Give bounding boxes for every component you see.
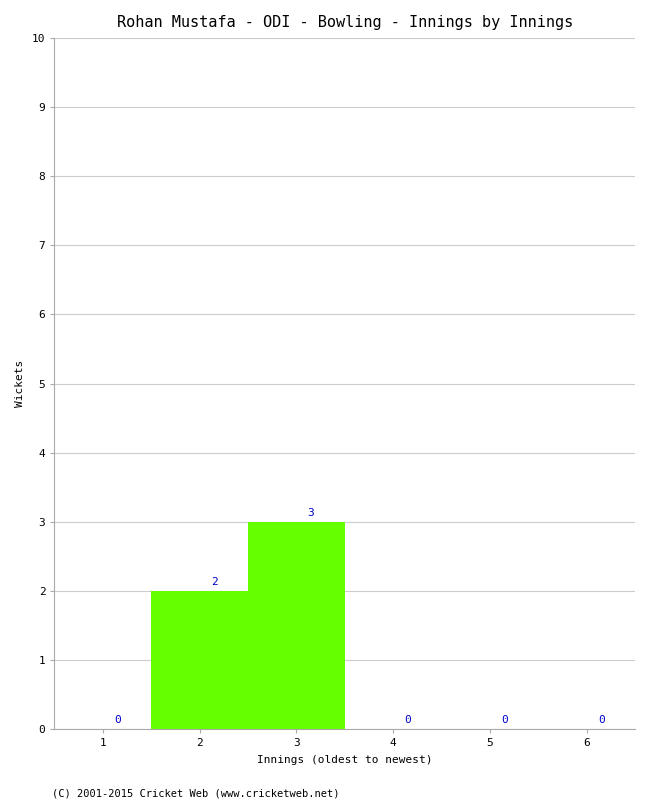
Y-axis label: Wickets: Wickets	[15, 360, 25, 407]
Text: 0: 0	[598, 715, 604, 725]
Title: Rohan Mustafa - ODI - Bowling - Innings by Innings: Rohan Mustafa - ODI - Bowling - Innings …	[116, 15, 573, 30]
Text: 2: 2	[211, 577, 218, 586]
Text: 3: 3	[307, 508, 314, 518]
Bar	[151, 591, 248, 729]
Bar	[248, 522, 344, 729]
X-axis label: Innings (oldest to newest): Innings (oldest to newest)	[257, 755, 432, 765]
Text: 0: 0	[404, 715, 411, 725]
Text: (C) 2001-2015 Cricket Web (www.cricketweb.net): (C) 2001-2015 Cricket Web (www.cricketwe…	[52, 788, 339, 798]
Text: 0: 0	[114, 715, 121, 725]
Text: 0: 0	[501, 715, 508, 725]
